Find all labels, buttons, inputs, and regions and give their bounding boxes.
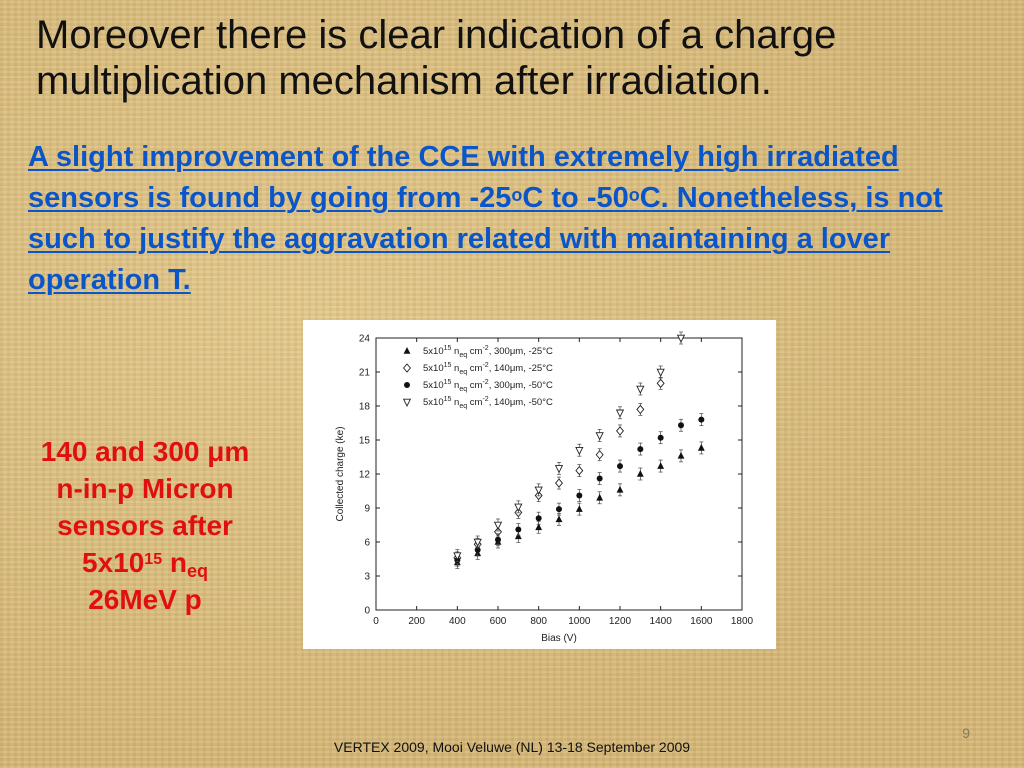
x-axis-label: Bias (V) (541, 633, 577, 644)
data-point-series-3 (556, 506, 562, 513)
x-tick-label: 1400 (650, 616, 673, 627)
data-point-series-4 (656, 368, 665, 378)
x-tick-label: 200 (408, 616, 425, 627)
legend-marker-3 (404, 382, 410, 388)
sensor-note-line-3: sensors after (57, 510, 233, 541)
data-point-series-3 (495, 536, 501, 543)
note-neq-text: n (162, 547, 187, 578)
data-point-series-3 (678, 422, 684, 429)
degree-sup-1: o (511, 185, 523, 205)
y-tick-label: 15 (359, 436, 371, 447)
x-tick-label: 1600 (690, 616, 713, 627)
data-point-series-4 (514, 503, 523, 512)
subtitle-text-3: C. Nonetheless, is not such to justify t… (28, 182, 943, 296)
note-fluence-base: 5x10 (82, 547, 145, 578)
data-point-series-3 (657, 434, 664, 441)
data-point-series-2 (595, 450, 604, 460)
legend-label-2: 5x1015 neq cm-2, 140μm, -25°C (423, 362, 553, 376)
x-tick-label: 1200 (609, 616, 632, 627)
y-tick-label: 0 (364, 606, 370, 617)
x-tick-label: 800 (530, 616, 547, 627)
charge-vs-bias-chart: 0 200 400 600 800 1000 1200 1400 1600 1800 0 3 6 9 12 1… (335, 331, 754, 644)
data-point-series-3 (474, 546, 481, 553)
data-point-series-4 (473, 538, 482, 548)
data-point-series-3 (576, 492, 583, 499)
data-point-series-1 (697, 443, 705, 451)
data-point-series-1 (555, 515, 563, 523)
x-tick-label: 0 (373, 616, 379, 627)
data-point-series-4 (676, 334, 686, 344)
sensor-note-line-2: n-in-p Micron (56, 473, 234, 504)
x-tick-label: 400 (449, 616, 466, 627)
note-eq-sub: eq (186, 561, 208, 581)
data-point-series-3 (637, 446, 644, 453)
data-point-series-1 (596, 493, 604, 501)
chart-panel: 0 200 400 600 800 1000 1200 1400 1600 1800 0 3 6 9 12 1… (303, 320, 776, 649)
sensor-note: 140 and 300 μm n-in-p Micron sensors aft… (10, 433, 280, 618)
data-point-series-3 (698, 416, 705, 423)
data-point-series-3 (535, 515, 542, 522)
note-fluence-exp: 15 (144, 551, 163, 568)
legend-label-4: 5x1015 neq cm-2, 140μm, -50°C (423, 396, 553, 410)
data-point-series-2 (616, 426, 624, 436)
y-tick-label: 9 (364, 504, 370, 515)
legend-marker-4 (402, 398, 412, 408)
y-tick-label: 24 (359, 334, 371, 345)
data-point-series-4 (595, 432, 604, 441)
page-number: 9 (962, 725, 970, 741)
data-point-series-2 (656, 378, 665, 389)
y-tick-label: 18 (359, 402, 371, 413)
legend-marker-1 (403, 347, 411, 354)
data-point-series-3 (596, 475, 603, 482)
y-tick-label: 21 (359, 368, 371, 379)
data-point-series-1 (575, 505, 583, 512)
subtitle-text-1: A slight improvement of the CCE with ext… (28, 141, 899, 214)
x-tick-label: 1800 (731, 616, 754, 627)
data-point-series-4 (453, 552, 462, 561)
data-point-series-4 (493, 521, 503, 531)
footer-text: VERTEX 2009, Mooi Veluwe (NL) 13-18 Sept… (333, 739, 691, 755)
data-point-series-4 (554, 465, 564, 474)
subtitle-text-2: C to -50 (522, 182, 629, 214)
sensor-note-line-5: 26MeV p (88, 584, 202, 615)
legend-label-1: 5x1015 neq cm-2, 300μm, -25°C (423, 345, 553, 359)
data-point-series-1 (677, 451, 685, 459)
x-tick-label: 600 (490, 616, 507, 627)
data-point-series-4 (575, 446, 584, 456)
data-point-series-4 (636, 385, 645, 395)
y-tick-label: 12 (359, 470, 371, 481)
y-tick-label: 6 (364, 538, 370, 549)
slide-subtitle: A slight improvement of the CCE with ext… (28, 137, 1008, 301)
note-mu-symbol: μ (207, 436, 225, 467)
data-point-series-4 (534, 486, 543, 495)
data-point-series-1 (535, 523, 543, 531)
data-point-series-2 (555, 478, 563, 488)
data-point-series-4 (615, 409, 625, 418)
data-point-series-3 (617, 463, 623, 470)
degree-sup-2: o (628, 185, 640, 205)
x-tick-label: 1000 (568, 616, 591, 627)
legend-label-3: 5x1015 neq cm-2, 300μm, -50°C (423, 379, 553, 393)
data-point-series-1 (616, 485, 624, 493)
data-point-series-1 (636, 470, 644, 477)
sensor-note-line-4: 5x1015 neq (10, 544, 280, 581)
data-point-series-3 (515, 526, 522, 533)
note-unit-text: m (224, 436, 250, 467)
data-point-series-2 (575, 465, 584, 476)
y-tick-label: 3 (364, 572, 370, 583)
legend-marker-2 (403, 363, 411, 373)
note-thickness-text: 140 and 300 (40, 436, 208, 467)
sensor-note-line-1: 140 and 300 μm (10, 433, 280, 470)
slide-title: Moreover there is clear indication of a … (36, 13, 837, 103)
data-point-series-2 (636, 404, 645, 415)
data-point-series-1 (657, 462, 665, 469)
y-axis-label: Collected charge (ke) (335, 426, 346, 521)
